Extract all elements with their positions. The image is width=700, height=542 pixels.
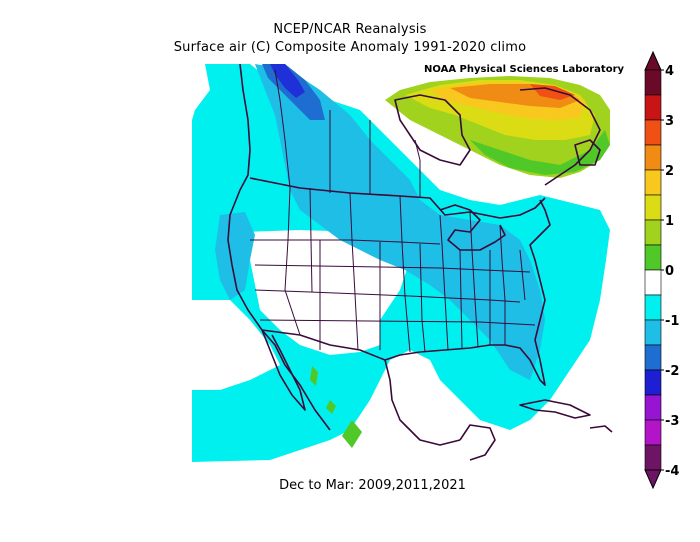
anomaly-patch-mexico-2 (326, 400, 336, 414)
labrador-coast (519, 87, 601, 186)
us-canada-border (249, 177, 546, 219)
composite-period-label: Dec to Mar: 2009,2011,2021 (279, 478, 466, 493)
atlantic-coastline (529, 199, 551, 341)
colorbar-tick-label: -2 (665, 364, 679, 379)
newfoundland (574, 139, 601, 166)
us-mexico-border (261, 329, 386, 361)
province-borders (274, 69, 421, 198)
colorbar-segment (644, 219, 662, 246)
mexico-coastline (384, 359, 461, 446)
anomaly-region-zero-pac (192, 64, 210, 120)
map-title: NCEP/NCAR Reanalysis (273, 22, 427, 37)
anomaly-patch-mexico-1 (310, 366, 318, 386)
colorbar-tick-label: 0 (665, 264, 674, 279)
colorbar-segment (644, 394, 662, 421)
great-lakes (439, 204, 506, 251)
anomaly-region-minus2-core (270, 64, 305, 98)
colorbar-segments (644, 50, 662, 490)
colorbar-segment (644, 419, 662, 446)
colorbar-segment (644, 294, 662, 321)
coastlines (227, 63, 613, 461)
colorbar-tick-label: 2 (665, 164, 674, 179)
colorbar-segment (644, 344, 662, 371)
anomaly-region-minus1-dark-w (215, 212, 255, 300)
colorbar-segment (644, 369, 662, 396)
colorbar-segment (644, 444, 662, 471)
hudson-bay (394, 94, 471, 166)
hispaniola (589, 425, 613, 433)
colorbar-tick-label: 3 (665, 114, 674, 129)
colorbar-segment (644, 119, 662, 146)
colorbar-segment (644, 244, 662, 271)
cuba (519, 399, 591, 419)
anomaly-region-minus1-dark (255, 64, 545, 380)
colorbar-segment (644, 169, 662, 196)
anomaly-region-positive-green (470, 130, 610, 175)
baja-coastline (261, 329, 306, 411)
anomaly-patch-mexico-3 (342, 420, 362, 448)
colorbar-segment (644, 269, 662, 296)
colorbar-bottom-arrow (644, 469, 662, 490)
colorbar-top-arrow (644, 50, 662, 71)
colorbar-tick-label: -3 (665, 414, 679, 429)
colorbar-tick-label: 4 (665, 64, 674, 79)
colorbar-tick-label: -4 (665, 464, 679, 479)
state-borders (250, 187, 536, 353)
colorbar-tick-label: 1 (665, 214, 674, 229)
colorbar-segment (644, 144, 662, 171)
map-subtitle: Surface air (C) Composite Anomaly 1991-2… (173, 40, 527, 55)
yucatan (459, 424, 496, 461)
colorbar-segment (644, 69, 662, 96)
colorbar-segment (644, 194, 662, 221)
colorbar-tick-label: -1 (665, 314, 679, 329)
credit-label: NOAA Physical Sciences Laboratory (424, 64, 625, 75)
colorbar-ticks: 4 3 2 1 0 -1 -2 -3 -4 (661, 64, 679, 479)
colorbar-segment (644, 319, 662, 346)
anomaly-region-zero-sw (192, 300, 280, 390)
colorbar-segment (644, 94, 662, 121)
